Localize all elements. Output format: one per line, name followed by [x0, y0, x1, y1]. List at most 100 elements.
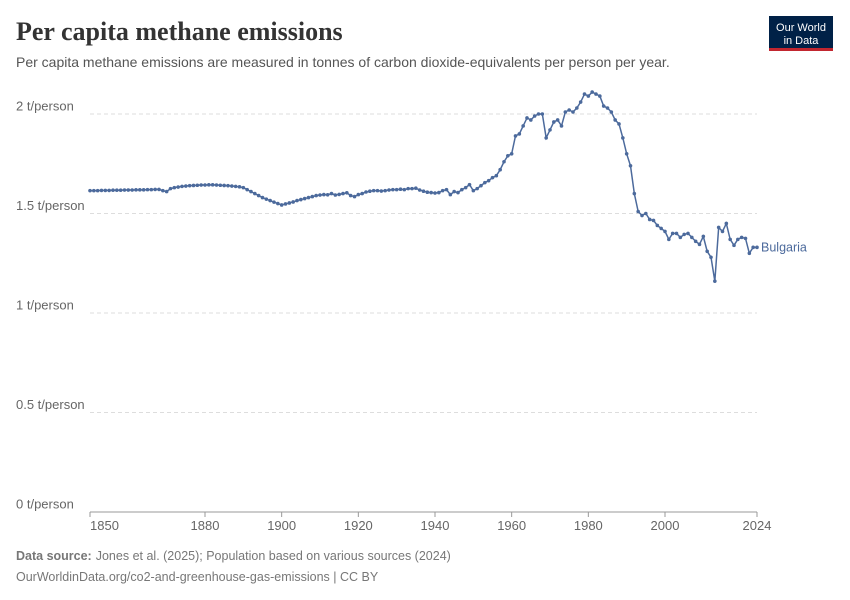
data-point	[444, 187, 449, 192]
data-point	[184, 184, 188, 188]
data-point	[230, 184, 234, 188]
data-point	[141, 188, 146, 192]
data-point	[153, 187, 157, 192]
logo[interactable]	[769, 16, 833, 50]
data-point	[709, 255, 713, 260]
data-point	[678, 235, 683, 240]
data-point	[134, 188, 138, 192]
data-point	[747, 251, 752, 256]
data-point	[203, 183, 207, 187]
data-point	[375, 188, 380, 193]
footer-url: OurWorldinData.org/co2-and-greenhouse-ga…	[16, 570, 379, 584]
data-point	[145, 187, 150, 192]
data-point	[287, 201, 292, 205]
data-point	[575, 106, 579, 110]
data-point	[529, 118, 533, 122]
data-point	[670, 231, 675, 236]
data-point	[291, 200, 295, 204]
data-point	[663, 229, 667, 234]
data-point	[690, 235, 694, 240]
data-point	[379, 189, 384, 193]
data-point	[716, 225, 721, 230]
data-point	[448, 192, 453, 197]
data-point	[191, 183, 196, 188]
data-point	[295, 198, 299, 203]
data-point	[467, 182, 472, 187]
series-label: Bulgaria	[761, 240, 807, 254]
data-point	[222, 183, 226, 188]
data-point	[513, 134, 518, 138]
data-point	[682, 232, 686, 237]
data-point	[195, 183, 200, 188]
logo-text: in Data	[784, 35, 820, 47]
data-point	[99, 188, 104, 193]
data-point	[483, 180, 487, 185]
data-point	[701, 234, 706, 239]
data-point	[674, 231, 679, 236]
x-tick-label: 1960	[497, 518, 526, 533]
data-point	[88, 188, 92, 193]
source: Data source: Jones et al. (2025); Populat…	[16, 549, 451, 563]
data-point	[172, 185, 177, 190]
data-point	[168, 186, 173, 191]
x-tick-label: 1920	[344, 518, 373, 533]
data-point	[609, 110, 614, 114]
data-point	[540, 112, 545, 116]
data-point	[628, 163, 633, 168]
data-point	[421, 189, 426, 194]
data-point	[751, 245, 755, 250]
data-point	[605, 106, 610, 110]
data-point	[406, 186, 410, 191]
data-point	[352, 194, 357, 199]
data-point	[479, 183, 483, 188]
x-tick-label: 2000	[651, 518, 680, 533]
data-point	[548, 128, 552, 132]
data-point	[318, 193, 322, 197]
source-label: Data source:	[16, 549, 92, 563]
x-tick-label: 1880	[191, 518, 220, 533]
data-point	[429, 190, 433, 195]
data-point	[414, 186, 418, 191]
data-point	[498, 167, 502, 172]
data-point	[348, 193, 353, 198]
data-point	[567, 108, 571, 112]
data-point	[463, 185, 468, 190]
data-point	[471, 188, 476, 193]
data-point	[398, 187, 403, 192]
y-tick-label: 0.5 t/person	[16, 397, 85, 412]
data-point	[490, 175, 495, 180]
data-point	[659, 226, 663, 231]
data-point	[590, 90, 594, 94]
data-point	[578, 100, 583, 104]
data-point	[333, 193, 338, 197]
data-point	[440, 188, 445, 193]
data-point	[245, 187, 249, 192]
data-point	[571, 110, 575, 114]
data-point	[107, 188, 111, 193]
data-point	[417, 188, 422, 192]
data-point	[693, 239, 698, 244]
data-point	[122, 188, 127, 192]
data-point	[345, 191, 349, 195]
data-point	[636, 209, 640, 214]
data-point	[364, 190, 368, 194]
data-point	[368, 189, 372, 194]
data-point	[299, 197, 303, 202]
data-point	[517, 132, 522, 136]
data-point	[598, 94, 602, 98]
data-point	[532, 114, 537, 118]
x-tick-label: 1940	[421, 518, 450, 533]
data-point	[161, 188, 165, 193]
data-point	[237, 185, 242, 189]
data-point	[647, 217, 652, 222]
data-point	[563, 110, 568, 114]
data-point	[621, 136, 625, 140]
data-point	[272, 200, 276, 204]
data-point	[624, 152, 629, 156]
data-point	[325, 192, 330, 197]
y-tick-label: 0 t/person	[16, 497, 74, 512]
data-point	[164, 189, 169, 194]
x-tick-label: 1900	[267, 518, 296, 533]
